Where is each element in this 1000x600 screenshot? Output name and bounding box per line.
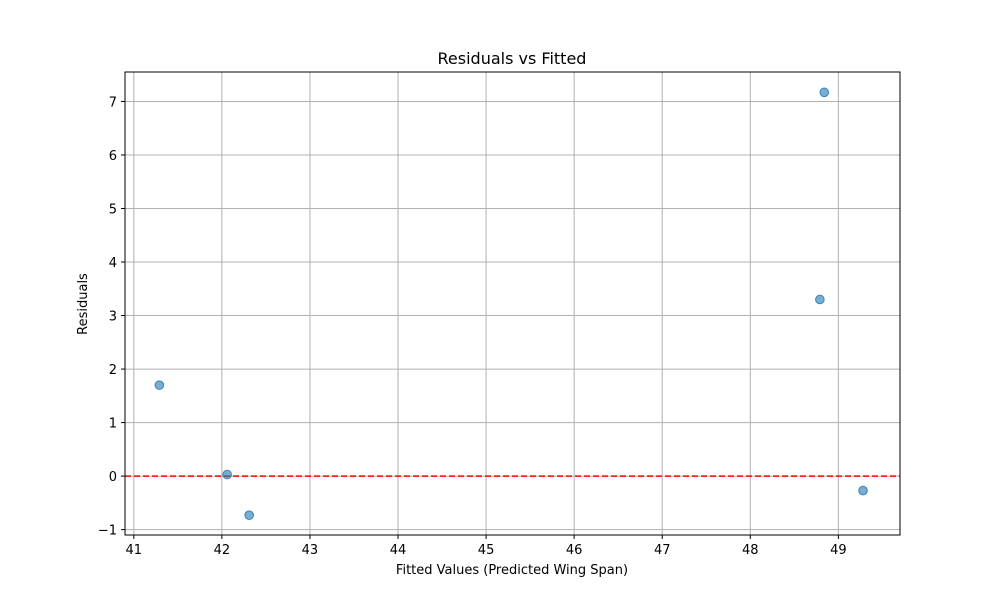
x-axis-label: Fitted Values (Predicted Wing Span) [396,563,628,578]
data-point [815,294,825,305]
data-point [154,380,165,390]
y-tick-label: 0 [109,470,117,485]
data-point [244,510,254,520]
y-tick-label: 1 [109,417,117,432]
y-tick-label: 5 [109,202,117,217]
x-tick-label: 46 [566,543,583,558]
x-tick-label: 41 [126,543,143,558]
y-tick-label: 7 [109,95,117,110]
x-tick-label: 49 [830,543,847,558]
x-tick-label: 42 [214,543,231,558]
x-tick-label: 45 [478,543,495,558]
x-tick-label: 44 [390,543,407,558]
chart-title: Residuals vs Fitted [438,49,587,68]
data-point [222,469,232,480]
y-tick-label: 6 [109,149,117,164]
y-tick-label: 4 [109,256,117,271]
plot-frame [124,71,901,536]
y-axis-label: Residuals [76,273,91,335]
data-point [858,485,868,496]
data-point [819,87,830,98]
y-axis-ticks: −1 0 1 2 3 4 5 6 7 [98,95,125,539]
x-axis-ticks: 41 42 43 44 45 46 47 48 49 [126,535,847,558]
y-tick-label: 2 [109,363,117,378]
grid-lines [125,72,900,535]
x-tick-label: 47 [654,543,671,558]
y-tick-label: 3 [109,310,117,325]
y-tick-label: −1 [98,524,117,539]
x-tick-label: 43 [302,543,319,558]
data-points [154,87,868,520]
x-tick-label: 48 [742,543,759,558]
